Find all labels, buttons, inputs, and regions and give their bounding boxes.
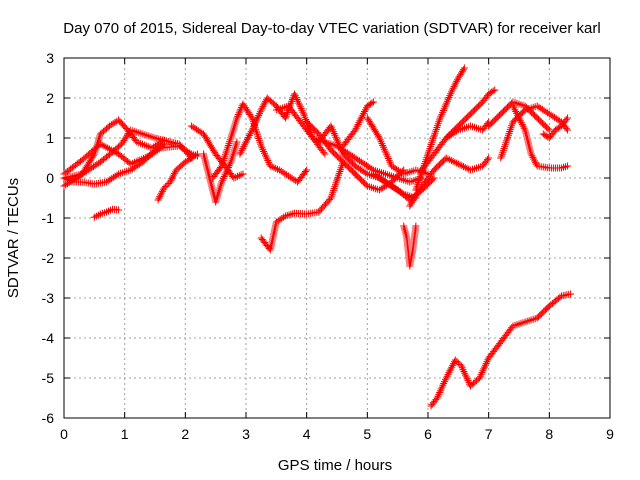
y-tick-labels: -6 -5 -4 -3 -2 -1 0 1 2 3 <box>42 50 55 426</box>
series-trace <box>497 103 570 160</box>
y-tick-label: 2 <box>46 90 54 106</box>
series-s19 <box>406 154 493 210</box>
series-trace <box>210 102 309 185</box>
series-trace <box>200 140 240 204</box>
series-s26 <box>539 114 572 142</box>
x-tick-label: 3 <box>242 426 250 442</box>
x-tick-label: 1 <box>121 426 129 442</box>
y-tick-label: 3 <box>46 50 54 66</box>
series-s8 <box>200 138 241 206</box>
series-trace <box>155 151 200 202</box>
y-tick-label: -3 <box>42 290 55 306</box>
y-tick-label: 0 <box>46 170 54 186</box>
series-s10 <box>236 90 329 158</box>
series-trace <box>92 206 121 220</box>
y-tick-label: -6 <box>42 410 55 426</box>
series-s6 <box>154 150 201 204</box>
series-s9 <box>209 100 311 186</box>
series-s4 <box>60 140 168 188</box>
plot-frame <box>63 57 611 419</box>
y-tick-label: -1 <box>42 210 55 226</box>
series-trace <box>340 99 376 148</box>
series-s5 <box>90 205 123 221</box>
data-point <box>291 90 299 98</box>
series-trace <box>364 116 430 177</box>
y-tick-label: -4 <box>42 330 55 346</box>
series-s15 <box>339 98 377 150</box>
series-s25 <box>509 102 572 172</box>
series-s18 <box>400 222 420 270</box>
data-point <box>154 196 162 204</box>
data-point <box>257 106 265 114</box>
series-s23 <box>485 98 553 134</box>
series-trace <box>541 116 570 141</box>
y-axis-label: SDTVAR / TECUs <box>5 178 22 298</box>
series-trace <box>258 160 346 252</box>
data-point <box>60 174 68 182</box>
series-s24 <box>497 102 572 162</box>
data-point <box>497 154 505 162</box>
series-trace <box>407 155 491 208</box>
series-trace <box>304 119 406 193</box>
x-axis-label: GPS time / hours <box>278 457 392 474</box>
x-tick-label: 7 <box>485 426 493 442</box>
series-trace <box>428 290 573 408</box>
x-tick-label: 6 <box>424 426 432 442</box>
series-trace <box>510 104 569 172</box>
series-s27 <box>427 290 575 410</box>
y-tick-label: -2 <box>42 250 55 266</box>
grid-lines <box>64 58 610 418</box>
series-trace <box>486 99 552 133</box>
x-tick-label: 2 <box>181 426 189 442</box>
data-point <box>160 184 168 192</box>
x-tick-label: 8 <box>545 426 553 442</box>
data-point <box>166 178 174 186</box>
data-point <box>266 162 274 170</box>
data-point <box>451 356 459 364</box>
x-tick-label: 9 <box>606 426 614 442</box>
y-tick-label: 1 <box>46 130 54 146</box>
data-points <box>60 64 575 410</box>
series-trace <box>62 141 166 188</box>
series-s13 <box>303 118 408 194</box>
series-trace <box>444 87 497 141</box>
data-point <box>236 150 244 158</box>
x-tick-label: 4 <box>303 426 311 442</box>
x-tick-label: 5 <box>363 426 371 442</box>
data-point <box>457 362 465 370</box>
y-tick-label: -5 <box>42 370 55 386</box>
data-point <box>509 102 517 110</box>
series-trace <box>274 103 424 185</box>
x-tick-label: 0 <box>60 426 68 442</box>
data-point <box>454 160 462 168</box>
x-tick-labels: 0 1 2 3 4 5 6 7 8 9 <box>60 426 614 442</box>
chart-title: Day 070 of 2015, Sidereal Day-to-day VTE… <box>63 20 600 37</box>
data-point <box>442 374 450 382</box>
series-s22 <box>442 86 499 142</box>
data-point <box>248 126 256 134</box>
series-trace <box>400 224 420 268</box>
data-point <box>300 110 308 118</box>
data-point <box>160 140 168 148</box>
